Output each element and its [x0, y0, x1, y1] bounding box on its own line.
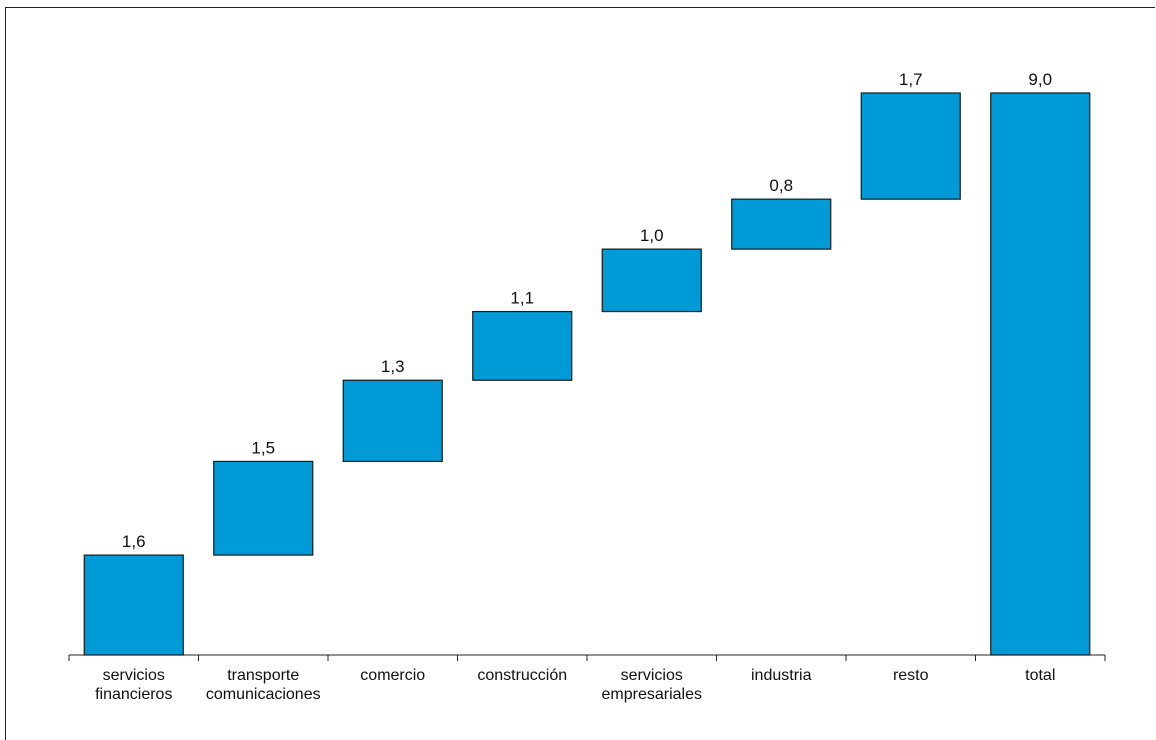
category-label-line: empresariales [602, 686, 702, 703]
value-label: 1,3 [381, 357, 405, 376]
bar-2 [213, 460, 314, 556]
category-label-line: comercio [360, 667, 425, 684]
bar-5 [601, 248, 702, 313]
category-label: industria [751, 667, 812, 684]
category-label-line: transporte [227, 667, 299, 684]
value-label: 1,1 [510, 289, 534, 308]
category-label: transporte comunicaciones [206, 667, 321, 703]
category-label: servicios empresariales [602, 667, 702, 703]
value-label: 1,7 [899, 70, 923, 89]
bar-3 [342, 379, 443, 463]
category-label-line: servicios [621, 667, 683, 684]
category-label-line: industria [751, 667, 812, 684]
category-label-line: comunicaciones [206, 686, 321, 703]
category-label: total [1025, 667, 1055, 684]
category-label-line: construcción [477, 667, 567, 684]
bar-4 [472, 310, 573, 381]
chart-frame [5, 7, 1155, 740]
category-label: comercio [360, 667, 425, 684]
category-label-line: total [1025, 667, 1055, 684]
category-label: servicios financieros [95, 667, 172, 703]
bar-8 [990, 92, 1091, 656]
value-label: 1,6 [122, 532, 146, 551]
category-label: construcción [477, 667, 567, 684]
bar-7 [860, 92, 961, 200]
category-label-line: financieros [95, 686, 172, 703]
value-label: 9,0 [1028, 70, 1052, 89]
value-label: 0,8 [769, 176, 793, 195]
bar-1 [83, 554, 184, 656]
category-label-line: servicios [103, 667, 165, 684]
category-label: resto [893, 667, 929, 684]
value-label: 1,5 [251, 438, 275, 457]
value-label: 1,0 [640, 226, 664, 245]
bar-6 [731, 198, 832, 250]
category-label-line: resto [893, 667, 929, 684]
